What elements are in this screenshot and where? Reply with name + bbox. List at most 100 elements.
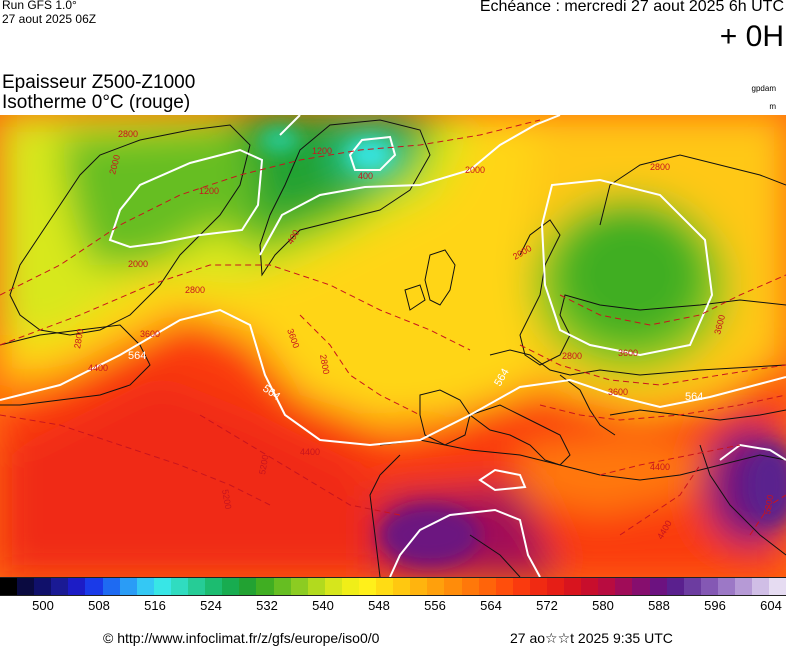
color-swatch <box>307 578 325 595</box>
color-swatch <box>153 578 171 595</box>
contour-label: 2000 <box>128 259 148 269</box>
color-scale-labels: 500 508 516 524 532 540 548 556 564 572 580 588 596 6… <box>0 598 786 618</box>
contour-label: 3600 <box>140 329 160 339</box>
run-date: 27 aout 2025 06Z <box>2 12 97 26</box>
color-swatch <box>290 578 308 595</box>
contour-label: 564 <box>685 391 703 403</box>
contour-label: 2800 <box>318 354 331 375</box>
color-swatch <box>188 578 206 595</box>
scale-label: 580 <box>592 598 614 613</box>
color-swatch <box>495 578 513 595</box>
copyright-link[interactable]: © http://www.infoclimat.fr/z/gfs/europe/… <box>103 630 380 646</box>
color-swatch <box>102 578 120 595</box>
scale-label: 564 <box>480 598 502 613</box>
contour-label: 4400 <box>88 363 108 373</box>
thickness-field-detail <box>260 128 786 565</box>
color-swatch <box>256 578 274 595</box>
parameter-subtitle: Isotherme 0°C (rouge) <box>2 92 191 113</box>
run-title: Run GFS 1.0° <box>2 0 77 12</box>
color-swatch <box>598 578 616 595</box>
color-swatch <box>581 578 599 595</box>
color-swatch <box>717 578 736 595</box>
scale-label: 548 <box>368 598 390 613</box>
color-swatch <box>410 578 428 595</box>
color-swatch <box>136 578 154 595</box>
color-scale-bar <box>0 577 786 596</box>
color-swatch <box>273 578 291 595</box>
scale-label: 516 <box>144 598 166 613</box>
color-swatch <box>341 578 359 595</box>
color-swatch <box>34 578 52 595</box>
color-swatch <box>461 578 479 595</box>
color-swatch <box>239 578 257 595</box>
scale-label: 524 <box>200 598 222 613</box>
contour-label: 5200 <box>257 454 270 475</box>
color-swatch <box>632 578 650 595</box>
contour-label: 400 <box>358 171 373 181</box>
contour-label: 1200 <box>312 146 332 156</box>
color-swatch <box>427 578 445 595</box>
thickness-map: 564 564 564 564 2800 2000 1200 400 1200 … <box>0 115 786 577</box>
scale-label: 540 <box>312 598 334 613</box>
parameter-title: Epaisseur Z500-Z1000 <box>2 72 196 93</box>
color-swatch <box>529 578 547 595</box>
color-swatch <box>547 578 565 595</box>
contour-label: 3600 <box>618 348 638 358</box>
color-swatch <box>376 578 394 595</box>
contour-label: 2800 <box>185 285 205 295</box>
color-swatch <box>512 578 530 595</box>
contour-label: 2000 <box>465 165 485 175</box>
scale-label: 596 <box>704 598 726 613</box>
unit-label: m <box>769 102 776 111</box>
generation-timestamp: 27 ao☆☆t 2025 9:35 UTC <box>510 630 673 646</box>
forecast-hour: + 0H <box>719 20 784 53</box>
scale-label: 508 <box>88 598 110 613</box>
scale-label: 500 <box>32 598 54 613</box>
thickness-contours <box>0 115 786 577</box>
color-swatch <box>393 578 411 595</box>
contour-label: 4400 <box>300 447 320 457</box>
contour-label: 2800 <box>72 328 85 349</box>
scale-label: 604 <box>760 598 782 613</box>
contour-label: 2800 <box>650 162 670 172</box>
contour-label: 3600 <box>608 387 628 397</box>
color-swatch <box>700 578 718 595</box>
contour-label: 1200 <box>199 186 219 196</box>
color-swatch <box>444 578 462 595</box>
scale-label: 572 <box>536 598 558 613</box>
scale-label: 556 <box>424 598 446 613</box>
forecast-validity: Echéance : mercredi 27 aout 2025 6h UTC <box>479 0 784 15</box>
color-swatch <box>0 578 18 595</box>
color-swatch <box>478 578 496 595</box>
color-swatch <box>324 578 342 595</box>
color-swatch <box>564 578 582 595</box>
color-swatch <box>615 578 633 595</box>
contour-label: 2800 <box>118 129 138 139</box>
contour-label: 564 <box>128 350 146 362</box>
contour-label: 4400 <box>650 462 670 472</box>
color-swatch <box>769 578 786 595</box>
color-swatch <box>85 578 103 595</box>
color-swatch <box>17 578 35 595</box>
color-swatch <box>683 578 701 595</box>
color-swatch <box>735 578 753 595</box>
color-swatch <box>205 578 223 595</box>
contour-label: 5200 <box>220 489 233 510</box>
color-swatch <box>752 578 770 595</box>
contour-label: 2800 <box>562 351 582 361</box>
color-swatch <box>51 578 69 595</box>
unit-label: gpdam <box>751 84 776 93</box>
scale-label: 532 <box>256 598 278 613</box>
thickness-field <box>0 115 786 577</box>
scale-label: 588 <box>648 598 670 613</box>
isotherm-lines <box>0 119 786 536</box>
color-swatch <box>358 578 377 595</box>
color-swatch <box>119 578 137 595</box>
contour-label: 5200 <box>762 494 775 515</box>
color-swatch <box>170 578 189 595</box>
coastlines <box>0 119 786 577</box>
color-swatch <box>649 578 667 595</box>
color-swatch <box>68 578 86 595</box>
color-swatch <box>222 578 240 595</box>
color-swatch <box>666 578 684 595</box>
